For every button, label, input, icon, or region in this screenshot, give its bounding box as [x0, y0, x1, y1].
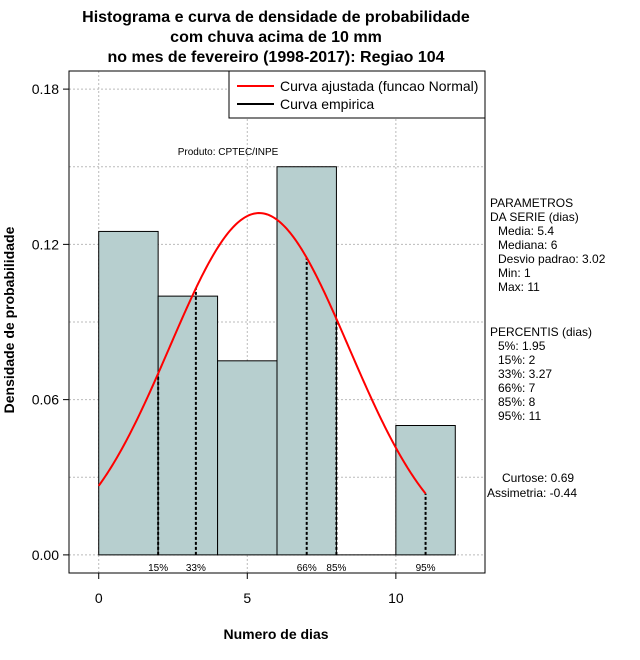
- legend-label-empirical: Curva empirica: [280, 96, 374, 112]
- y-tick-label-0: 0.00: [32, 547, 59, 563]
- parameter-sd: Desvio padrao: 3.02: [498, 252, 606, 266]
- percentile-label-2: 66%: [297, 563, 317, 574]
- percentile-label-3: 85%: [326, 563, 346, 574]
- percentile-label-4: 95%: [416, 563, 436, 574]
- histogram-bars: [98, 166, 456, 556]
- producer-label: Produto: CPTEC/INPE: [178, 147, 279, 158]
- normal-curve: [97, 212, 427, 495]
- histogram-bar-5: [395, 425, 456, 556]
- y-tick-label-3: 0.18: [32, 81, 59, 97]
- x-tick-label-2: 10: [388, 590, 404, 606]
- chart-title-line-3: no mes de fevereiro (1998-2017): Regiao …: [107, 49, 444, 66]
- parameter-median: Mediana: 6: [498, 238, 558, 252]
- histogram-bar-2: [217, 360, 278, 556]
- y-axis-label: Densidade de probabilidade: [1, 226, 17, 413]
- histogram-bar-1: [157, 295, 219, 556]
- percentile-15: 15%: 2: [498, 353, 536, 367]
- axis-ticks: 0 5 10 0.00 0.06 0.12 0.18: [32, 81, 404, 606]
- percentile-5: 5%: 1.95: [498, 339, 546, 353]
- parameter-mean: Media: 5.4: [498, 224, 554, 238]
- percentile-label-1: 33%: [186, 563, 206, 574]
- y-tick-label-2: 0.12: [32, 236, 59, 252]
- parameters-heading-1: PARAMETROS: [490, 196, 573, 210]
- percentile-33: 33%: 3.27: [498, 367, 552, 381]
- legend-box: [228, 70, 486, 119]
- parameter-min: Min: 1: [498, 266, 531, 280]
- x-tick-label-1: 5: [243, 590, 251, 606]
- histogram-bar-3: [276, 166, 337, 556]
- percentile-95: 95%: 11: [498, 409, 541, 423]
- shape-panel: Curtose: 0.69 Assimetria: -0.44: [487, 471, 577, 500]
- legend-label-normal: Curva ajustada (funcao Normal): [280, 78, 478, 94]
- histogram-bar-0: [98, 230, 159, 556]
- percentile-66: 66%: 7: [498, 381, 536, 395]
- percentile-85: 85%: 8: [498, 395, 536, 409]
- percentile-lines: 15% 33% 66% 85% 95%: [148, 257, 436, 574]
- chart-title-line-2: com chuva acima de 10 mm: [170, 29, 382, 46]
- y-tick-label-1: 0.06: [32, 392, 59, 408]
- kurtosis-value: Curtose: 0.69: [502, 471, 574, 485]
- parameter-max: Max: 11: [498, 280, 540, 294]
- parameters-heading-2: DA SERIE (dias): [490, 210, 579, 224]
- percentiles-panel: PERCENTIS (dias) 5%: 1.95 15%: 2 33%: 3.…: [490, 325, 592, 423]
- percentiles-heading: PERCENTIS (dias): [490, 325, 592, 339]
- x-axis-label: Numero de dias: [223, 626, 328, 642]
- x-tick-label-0: 0: [95, 590, 103, 606]
- legend: Curva ajustada (funcao Normal) Curva emp…: [228, 70, 486, 119]
- percentile-label-0: 15%: [148, 563, 168, 574]
- chart-title-line-1: Histograma e curva de densidade de proba…: [82, 9, 470, 26]
- skewness-value: Assimetria: -0.44: [487, 486, 577, 500]
- parameters-panel: PARAMETROS DA SERIE (dias) Media: 5.4 Me…: [490, 196, 606, 294]
